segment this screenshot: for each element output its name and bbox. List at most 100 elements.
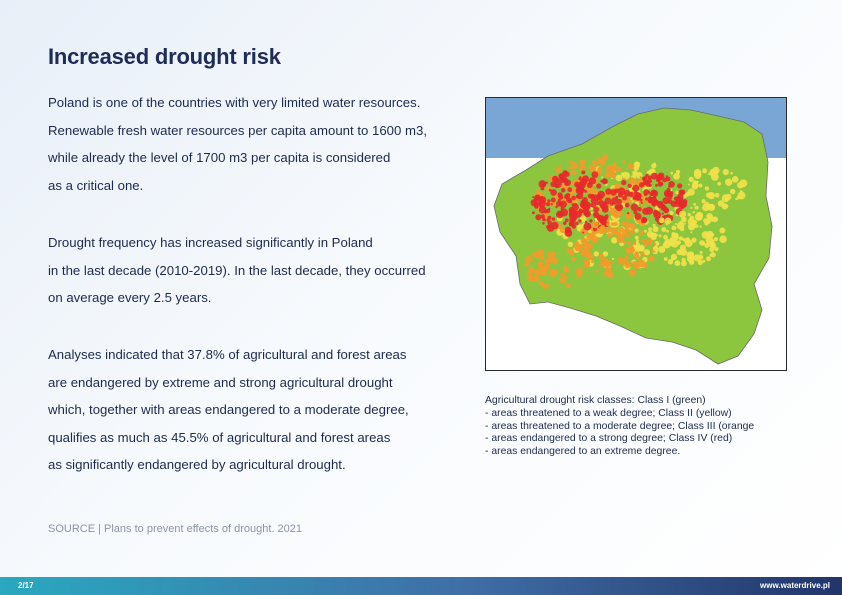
map-risk-patch — [583, 247, 586, 250]
drought-risk-map — [485, 97, 787, 371]
map-risk-patch — [647, 175, 653, 180]
map-risk-patch — [576, 184, 584, 192]
map-risk-patch — [693, 254, 701, 262]
map-risk-patch — [622, 220, 630, 227]
map-risk-patch — [540, 196, 543, 199]
map-risk-patch — [668, 184, 672, 188]
map-risk-patch — [604, 171, 611, 178]
map-risk-patch — [583, 242, 591, 250]
map-risk-patch — [710, 242, 717, 249]
map-risk-patch — [601, 176, 604, 179]
map-risk-patch — [642, 217, 648, 223]
map-risk-patch — [613, 221, 618, 227]
map-risk-patch — [575, 243, 583, 252]
map-risk-patch — [636, 239, 639, 243]
map-risk-patch — [710, 232, 715, 237]
map-risk-patch — [680, 189, 686, 195]
map-risk-patch — [614, 218, 617, 221]
map-risk-patch — [679, 244, 686, 251]
paragraph-line: as significantly endangered by agricultu… — [48, 457, 346, 472]
map-risk-patch — [691, 237, 697, 243]
map-risk-patch — [584, 189, 588, 193]
map-risk-patch — [622, 160, 626, 164]
map-risk-patch — [640, 239, 646, 244]
caption-line: Agricultural drought risk classes: Class… — [485, 395, 706, 406]
map-risk-patch — [538, 261, 544, 267]
map-risk-patch — [667, 259, 674, 265]
map-risk-patch — [624, 227, 630, 233]
map-risk-patch — [524, 262, 529, 267]
map-risk-patch — [653, 245, 659, 252]
map-risk-patch — [602, 251, 609, 257]
map-risk-patch — [676, 222, 685, 230]
map-risk-patch — [567, 187, 573, 193]
map-risk-patch — [547, 224, 555, 232]
map-risk-patch — [709, 253, 713, 257]
map-risk-patch — [598, 210, 602, 214]
map-risk-patch — [664, 238, 670, 244]
map-risk-patch — [567, 166, 571, 169]
caption-line: - areas threatened to a weak degree; Cla… — [485, 407, 732, 419]
map-caption: Agricultural drought risk classes: Class… — [485, 395, 815, 459]
map-risk-patch — [658, 200, 664, 206]
map-risk-patch — [543, 263, 551, 270]
map-risk-patch — [567, 241, 574, 247]
map-risk-patch — [583, 222, 592, 231]
map-risk-patch — [634, 251, 638, 255]
footer-bar: 2/17 www.waterdrive.pl — [0, 577, 842, 595]
map-risk-patch — [669, 210, 674, 216]
paragraph-line: Renewable fresh water resources per capi… — [48, 122, 427, 138]
map-risk-patch — [673, 232, 679, 239]
map-risk-patch — [664, 217, 672, 225]
map-risk-patch — [701, 199, 706, 204]
map-risk-patch — [669, 193, 674, 198]
map-risk-patch — [670, 256, 675, 261]
map-risk-patch — [666, 229, 669, 233]
map-risk-patch — [527, 275, 534, 282]
map-risk-patch — [547, 199, 551, 203]
map-risk-patch — [604, 214, 609, 219]
map-risk-patch — [562, 177, 569, 184]
map-risk-patch — [625, 212, 633, 220]
map-risk-patch — [634, 228, 639, 233]
map-risk-patch — [670, 171, 674, 175]
map-risk-patch — [674, 260, 681, 267]
map-risk-patch — [565, 283, 571, 289]
map-risk-patch — [571, 195, 576, 201]
map-risk-patch — [558, 173, 564, 179]
map-risk-patch — [570, 252, 574, 256]
map-risk-patch — [535, 190, 540, 194]
map-risk-patch — [579, 159, 586, 166]
map-risk-patch — [699, 250, 703, 254]
map-risk-patch — [683, 222, 686, 225]
map-risk-patch — [559, 200, 567, 208]
map-risk-patch — [636, 265, 640, 269]
map-risk-patch — [713, 237, 718, 242]
map-risk-patch — [564, 226, 572, 233]
map-risk-patch — [550, 203, 553, 206]
map-risk-patch — [530, 199, 538, 207]
map-risk-patch — [632, 196, 635, 199]
map-risk-patch — [581, 170, 586, 175]
map-risk-patch — [627, 183, 632, 188]
map-risk-patch — [640, 201, 643, 204]
map-risk-patch — [574, 221, 579, 226]
page-title: Increased drought risk — [48, 44, 281, 69]
map-risk-patch — [593, 251, 599, 257]
caption-line: - areas threatened to a moderate degree;… — [485, 420, 755, 432]
map-risk-patch — [591, 260, 594, 264]
map-risk-patch — [586, 182, 593, 189]
map-risk-patch — [556, 210, 564, 219]
map-risk-patch — [729, 188, 736, 195]
website-link[interactable]: www.waterdrive.pl — [760, 581, 830, 590]
map-risk-patch — [692, 219, 698, 225]
map-risk-patch — [623, 189, 631, 197]
paragraph-line: which, together with areas endangered to… — [48, 402, 409, 417]
map-risk-patch — [639, 246, 644, 251]
map-risk-patch — [681, 216, 687, 223]
map-risk-patch — [694, 224, 699, 228]
map-risk-patch — [583, 258, 591, 266]
paragraph-line: Poland is one of the countries with very… — [48, 95, 421, 110]
paragraph-line: as a critical one. — [48, 177, 144, 193]
map-risk-patch — [675, 169, 681, 175]
